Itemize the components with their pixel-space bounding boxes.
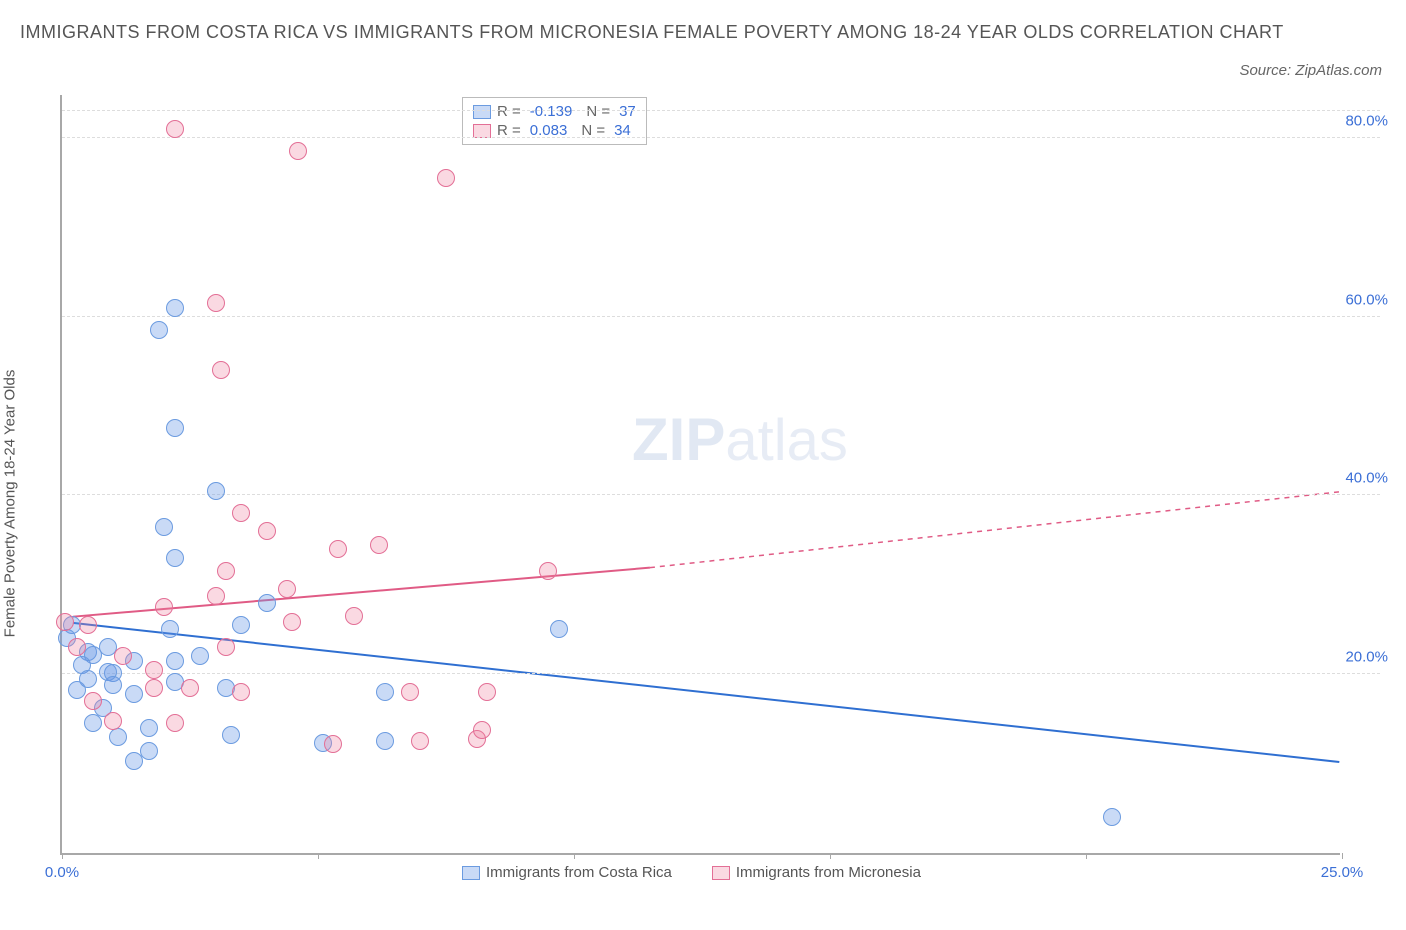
scatter-point <box>155 518 173 536</box>
source-attribution: Source: ZipAtlas.com <box>1239 62 1382 79</box>
scatter-point <box>217 638 235 656</box>
trend-line-extrapolated <box>650 492 1339 568</box>
scatter-point <box>191 647 209 665</box>
scatter-point <box>104 712 122 730</box>
legend-r-label: R = <box>497 103 521 120</box>
y-tick-label: 60.0% <box>1345 291 1388 308</box>
watermark-rest: atlas <box>725 408 848 473</box>
scatter-point <box>232 616 250 634</box>
gridline <box>62 110 1380 111</box>
trend-lines-layer <box>62 95 1340 853</box>
scatter-point <box>222 726 240 744</box>
scatter-point <box>155 598 173 616</box>
legend-swatch-icon <box>462 866 480 880</box>
gridline <box>62 316 1380 317</box>
watermark: ZIPatlas <box>632 405 848 474</box>
scatter-point <box>345 607 363 625</box>
gridline <box>62 494 1380 495</box>
legend-swatch-icon <box>473 124 491 138</box>
scatter-point <box>161 620 179 638</box>
x-tick <box>1086 853 1087 859</box>
scatter-point <box>145 679 163 697</box>
scatter-point <box>150 321 168 339</box>
legend-r-value: -0.139 <box>530 103 573 120</box>
scatter-point <box>84 692 102 710</box>
series-label: Immigrants from Costa Rica <box>486 864 672 881</box>
scatter-point <box>181 679 199 697</box>
chart-title: IMMIGRANTS FROM COSTA RICA VS IMMIGRANTS… <box>20 18 1386 47</box>
scatter-point <box>145 661 163 679</box>
scatter-point <box>109 728 127 746</box>
scatter-point <box>232 504 250 522</box>
y-tick-label: 20.0% <box>1345 649 1388 666</box>
series-legend-item: Immigrants from Micronesia <box>712 864 921 881</box>
scatter-point <box>376 732 394 750</box>
scatter-point <box>140 742 158 760</box>
y-axis-label: Female Poverty Among 18-24 Year Olds <box>2 370 19 638</box>
x-tick <box>574 853 575 859</box>
scatter-point <box>207 294 225 312</box>
scatter-point <box>401 683 419 701</box>
x-tick <box>1342 853 1343 859</box>
x-tick-label: 0.0% <box>45 864 79 881</box>
scatter-point <box>376 683 394 701</box>
scatter-point <box>56 613 74 631</box>
x-tick <box>830 853 831 859</box>
scatter-point <box>79 616 97 634</box>
scatter-point <box>329 540 347 558</box>
plot-area: ZIPatlas R = -0.139 N = 37 R = 0.083 N =… <box>60 95 1340 855</box>
trend-line <box>73 623 1339 762</box>
scatter-point <box>104 676 122 694</box>
scatter-point <box>289 142 307 160</box>
y-tick-label: 40.0% <box>1345 470 1388 487</box>
correlation-legend: R = -0.139 N = 37 R = 0.083 N = 34 <box>462 97 647 145</box>
scatter-point <box>84 714 102 732</box>
gridline <box>62 673 1380 674</box>
scatter-point <box>550 620 568 638</box>
scatter-point <box>437 169 455 187</box>
x-tick <box>62 853 63 859</box>
scatter-point <box>258 522 276 540</box>
scatter-point <box>370 536 388 554</box>
scatter-point <box>217 562 235 580</box>
scatter-point <box>140 719 158 737</box>
legend-swatch-icon <box>473 105 491 119</box>
scatter-point <box>166 714 184 732</box>
x-tick <box>318 853 319 859</box>
scatter-point <box>166 549 184 567</box>
scatter-point <box>258 594 276 612</box>
scatter-point <box>166 652 184 670</box>
scatter-point <box>411 732 429 750</box>
x-tick-label: 25.0% <box>1321 864 1364 881</box>
watermark-bold: ZIP <box>632 406 725 473</box>
series-legend: Immigrants from Costa Rica Immigrants fr… <box>462 864 921 881</box>
legend-n-label: N = <box>586 103 610 120</box>
scatter-point <box>212 361 230 379</box>
legend-n-value: 37 <box>619 103 636 120</box>
scatter-point <box>1103 808 1121 826</box>
scatter-point <box>68 638 86 656</box>
scatter-point <box>166 299 184 317</box>
scatter-point <box>166 120 184 138</box>
scatter-point <box>278 580 296 598</box>
scatter-point <box>478 683 496 701</box>
scatter-point <box>539 562 557 580</box>
scatter-point <box>324 735 342 753</box>
chart-container: Female Poverty Among 18-24 Year Olds ZIP… <box>20 95 1386 900</box>
scatter-point <box>125 752 143 770</box>
scatter-point <box>473 721 491 739</box>
scatter-point <box>114 647 132 665</box>
scatter-point <box>283 613 301 631</box>
gridline <box>62 137 1380 138</box>
legend-swatch-icon <box>712 866 730 880</box>
legend-row-costa-rica: R = -0.139 N = 37 <box>473 102 636 121</box>
scatter-point <box>166 419 184 437</box>
scatter-point <box>232 683 250 701</box>
series-label: Immigrants from Micronesia <box>736 864 921 881</box>
scatter-point <box>125 685 143 703</box>
scatter-point <box>207 482 225 500</box>
scatter-point <box>207 587 225 605</box>
series-legend-item: Immigrants from Costa Rica <box>462 864 672 881</box>
y-tick-label: 80.0% <box>1345 112 1388 129</box>
